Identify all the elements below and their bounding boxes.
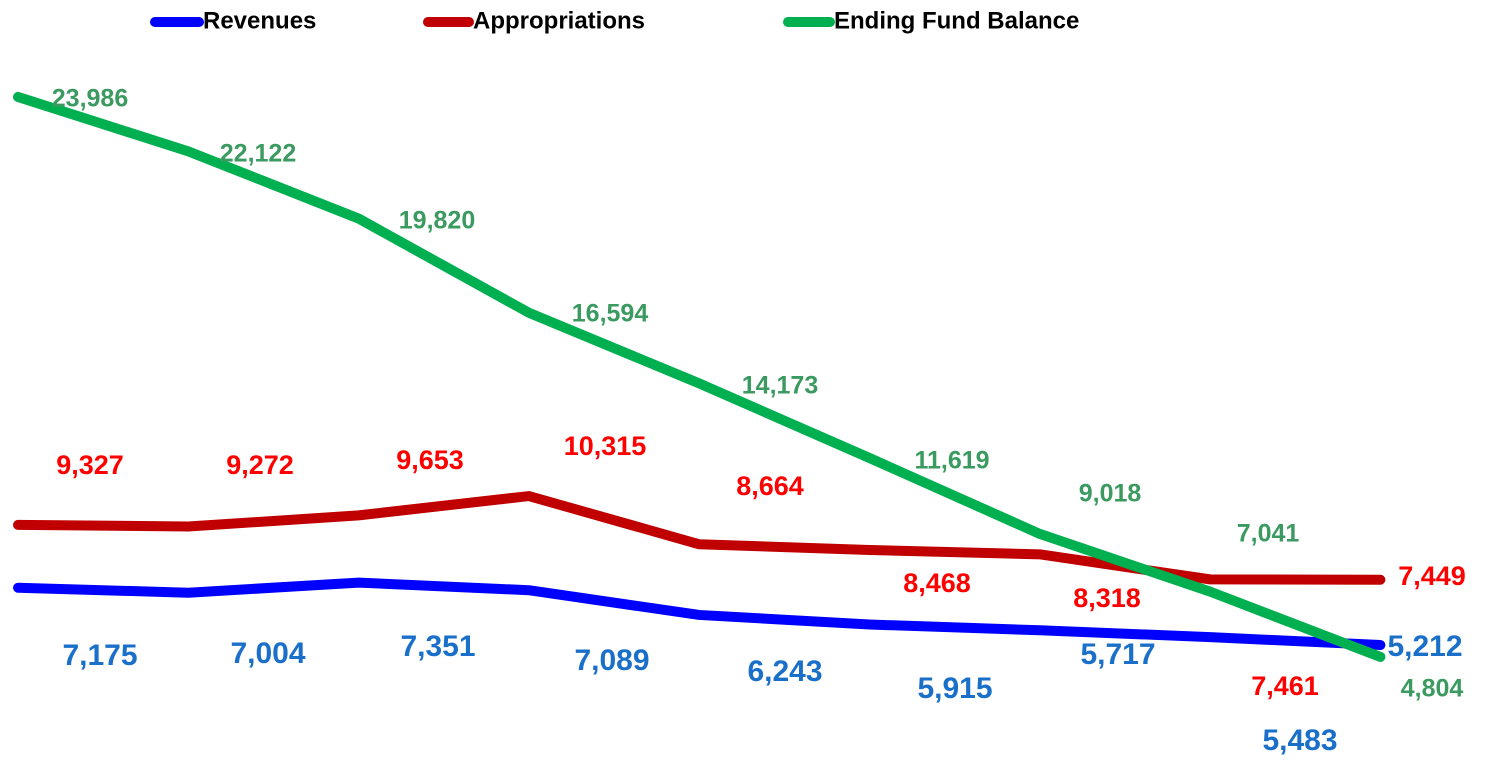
legend-label: Revenues [203, 7, 316, 34]
series-line [13, 91, 1386, 662]
legend-label: Ending Fund Balance [834, 7, 1079, 34]
data-label: 10,315 [564, 431, 647, 461]
legend-label: Appropriations [473, 7, 645, 34]
series-line [13, 491, 1386, 585]
data-label: 4,804 [1401, 675, 1464, 703]
data-label: 7,041 [1237, 520, 1300, 548]
data-label: 16,594 [572, 300, 649, 328]
data-label: 7,449 [1398, 561, 1466, 591]
data-label: 9,653 [396, 445, 464, 475]
data-label: 22,122 [220, 140, 296, 168]
data-label: 11,619 [914, 447, 989, 475]
data-label: 9,018 [1079, 480, 1142, 508]
data-label: 7,351 [400, 630, 475, 663]
data-label: 7,089 [574, 644, 649, 677]
data-label: 23,986 [52, 85, 128, 113]
data-label: 5,717 [1080, 638, 1155, 671]
data-label: 8,664 [736, 471, 804, 501]
data-label: 7,175 [62, 639, 137, 672]
data-label: 7,461 [1251, 671, 1319, 701]
data-label: 8,468 [903, 568, 971, 598]
data-label: 8,318 [1073, 583, 1141, 613]
data-label: 5,483 [1262, 724, 1337, 757]
data-label: 5,915 [917, 672, 992, 705]
data-label: 5,212 [1387, 630, 1462, 663]
series-line [13, 577, 1386, 651]
data-label: 14,173 [742, 372, 818, 400]
data-label: 19,820 [399, 207, 475, 235]
data-label: 6,243 [747, 655, 822, 688]
data-label: 7,004 [230, 637, 305, 670]
data-label: 9,327 [56, 450, 124, 480]
data-label: 9,272 [226, 450, 294, 480]
